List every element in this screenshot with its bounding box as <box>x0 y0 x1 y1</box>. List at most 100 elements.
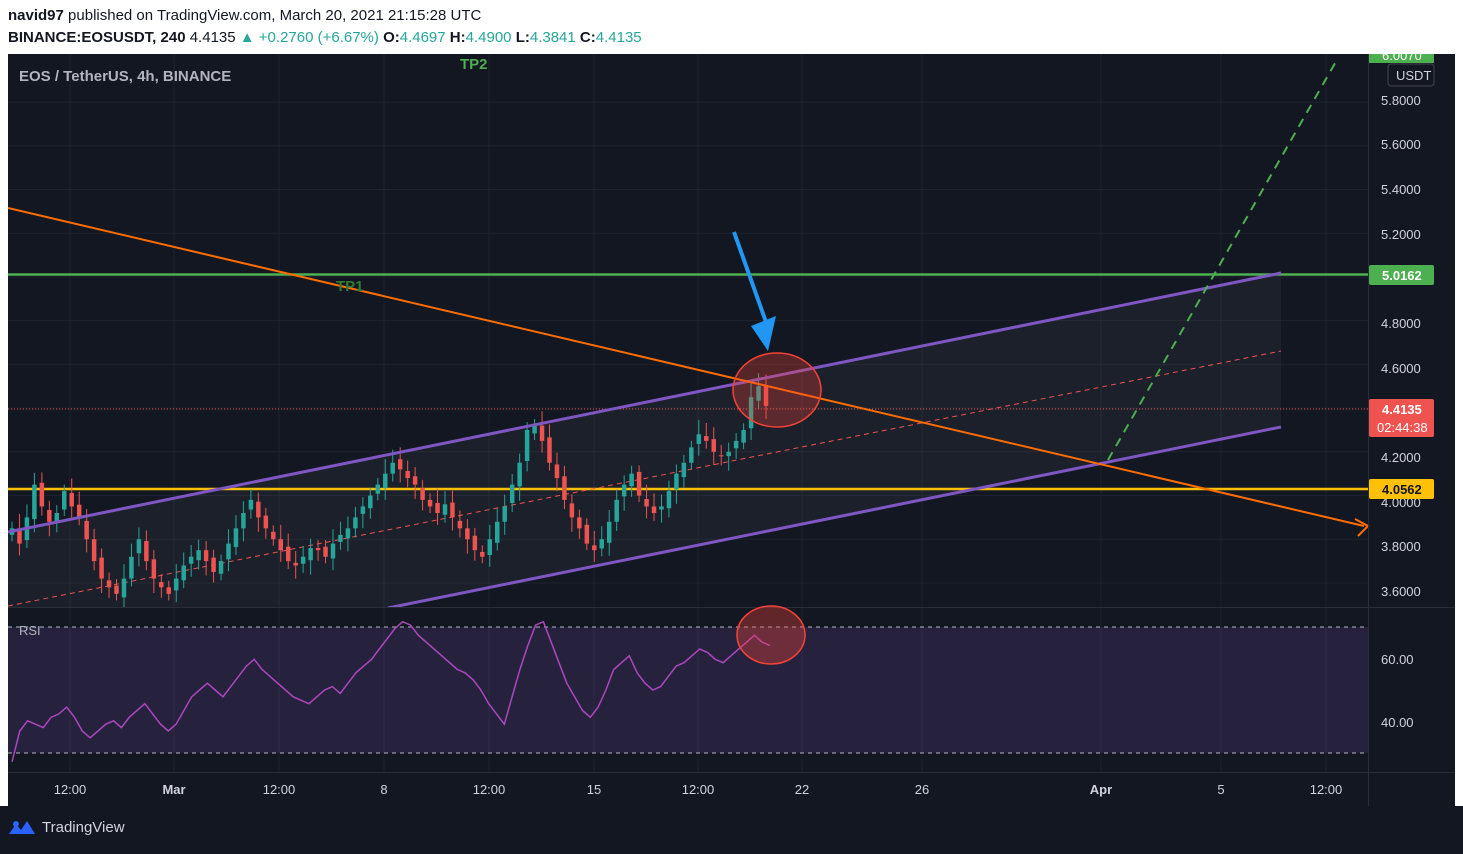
publisher-name[interactable]: navid97 <box>8 7 64 24</box>
candle-body[interactable] <box>397 459 403 470</box>
candle-body[interactable] <box>427 499 433 507</box>
candle-body[interactable] <box>733 440 739 449</box>
candle-body[interactable] <box>383 473 388 489</box>
candle-body[interactable] <box>465 528 470 540</box>
candle-body[interactable] <box>532 425 537 434</box>
candle-body[interactable] <box>76 504 82 518</box>
candle-body[interactable] <box>644 499 649 507</box>
highlight-ellipse-price[interactable] <box>732 352 822 428</box>
candle-body[interactable] <box>457 520 463 529</box>
candle-body[interactable] <box>136 539 142 554</box>
candle-body[interactable] <box>420 488 425 500</box>
candle-body[interactable] <box>569 503 575 518</box>
candle-body[interactable] <box>345 528 351 539</box>
candle-body[interactable] <box>256 501 261 518</box>
rsi-line[interactable] <box>11 620 771 762</box>
candle-body[interactable] <box>32 484 37 520</box>
candle-body[interactable] <box>577 517 582 529</box>
candle-body[interactable] <box>203 550 209 562</box>
candle-body[interactable] <box>704 436 709 441</box>
candle-body[interactable] <box>495 521 500 543</box>
candle-body[interactable] <box>62 491 67 510</box>
candle-body[interactable] <box>248 499 254 510</box>
candle-body[interactable] <box>233 528 239 548</box>
candle-body[interactable] <box>263 515 269 529</box>
support-price-tag[interactable] <box>1369 479 1434 499</box>
tradingview-logo[interactable]: TradingView <box>8 818 125 836</box>
candle-body[interactable] <box>47 509 52 522</box>
candle-body[interactable] <box>114 585 119 594</box>
candle-body[interactable] <box>689 447 694 463</box>
candle-body[interactable] <box>360 506 366 514</box>
candle-body[interactable] <box>606 521 612 543</box>
channel-lower-line[interactable] <box>387 425 1282 608</box>
candle-body[interactable] <box>524 429 530 461</box>
candle-body[interactable] <box>241 513 246 529</box>
candle-body[interactable] <box>323 546 328 557</box>
candle-body[interactable] <box>651 506 657 514</box>
candle-body[interactable] <box>517 462 522 487</box>
candle-body[interactable] <box>84 520 89 540</box>
candle-body[interactable] <box>17 528 22 544</box>
chart-area[interactable]: TP2 TP1 RSI 60.00 40.00 6.0070 USDT <box>8 54 1455 806</box>
candle-body[interactable] <box>54 513 60 522</box>
candle-body[interactable] <box>368 495 373 509</box>
candle-body[interactable] <box>748 397 754 429</box>
candle-body[interactable] <box>226 543 231 560</box>
candle-body[interactable] <box>271 531 276 540</box>
candle-body[interactable] <box>442 504 448 515</box>
candle-body[interactable] <box>562 476 567 500</box>
candle-body[interactable] <box>450 502 455 518</box>
candle-body[interactable] <box>330 543 336 559</box>
price-axis[interactable]: 6.0070 USDT 5.8000 5.6000 5.4000 5.2000 … <box>1368 54 1435 806</box>
candle-body[interactable] <box>547 437 552 463</box>
candle-body[interactable] <box>509 484 515 503</box>
candle-body[interactable] <box>696 434 702 444</box>
tp1-annotation[interactable]: TP1 <box>336 278 364 295</box>
candle-body[interactable] <box>91 539 97 562</box>
candle-body[interactable] <box>188 556 194 564</box>
arrow-head[interactable] <box>751 316 776 351</box>
candle-body[interactable] <box>144 540 149 562</box>
candle-body[interactable] <box>539 425 545 441</box>
candle-body[interactable] <box>159 582 164 588</box>
candle-body[interactable] <box>129 556 134 579</box>
channel-upper-line[interactable] <box>8 271 1282 534</box>
candle-body[interactable] <box>487 539 493 555</box>
candle-body[interactable] <box>674 473 679 490</box>
candle-body[interactable] <box>726 451 731 457</box>
currency-badge[interactable] <box>1387 63 1435 87</box>
candle-body[interactable] <box>293 562 298 566</box>
last-price-tag[interactable] <box>1369 399 1434 437</box>
candle-body[interactable] <box>196 550 201 561</box>
candle-body[interactable] <box>121 578 127 598</box>
candle-body[interactable] <box>211 557 216 573</box>
candle-body[interactable] <box>315 547 321 551</box>
candle-body[interactable] <box>480 551 485 557</box>
candle-body[interactable] <box>584 524 590 544</box>
candle-body[interactable] <box>659 506 664 510</box>
candle-body[interactable] <box>375 484 381 494</box>
candle-body[interactable] <box>69 492 74 507</box>
rsi-pane[interactable]: RSI 60.00 40.00 <box>8 605 1455 762</box>
candle-body[interactable] <box>278 539 283 551</box>
candle-body[interactable] <box>166 587 172 594</box>
tp1-price-tag[interactable] <box>1369 265 1434 285</box>
candle-body[interactable] <box>636 471 642 496</box>
candle-body[interactable] <box>472 535 478 551</box>
candle-body[interactable] <box>763 386 769 406</box>
projection-dashed-line[interactable] <box>1107 57 1339 461</box>
candle-body[interactable] <box>412 476 418 485</box>
candle-body[interactable] <box>99 557 104 579</box>
candle-body[interactable] <box>681 462 687 478</box>
candle-body[interactable] <box>405 471 410 479</box>
candle-body[interactable] <box>285 546 291 562</box>
candle-body[interactable] <box>181 565 186 581</box>
candle-body[interactable] <box>502 506 507 522</box>
candle-body[interactable] <box>151 559 157 579</box>
candle-body[interactable] <box>592 545 597 551</box>
candle-body[interactable] <box>614 499 619 522</box>
candle-body[interactable] <box>353 517 358 529</box>
candle-body[interactable] <box>435 502 440 514</box>
candle-body[interactable] <box>338 534 343 542</box>
